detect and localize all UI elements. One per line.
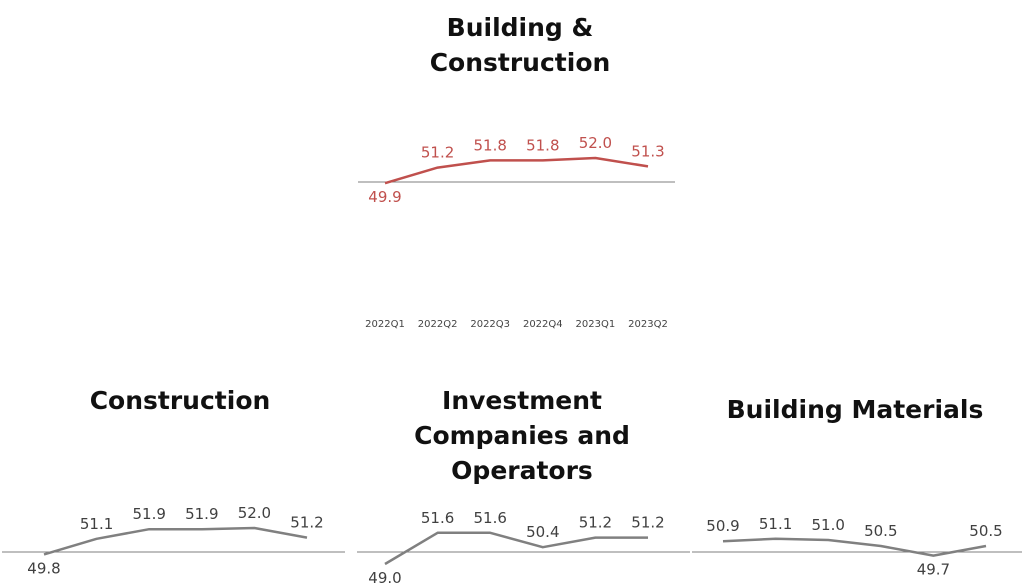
chart-title: Investment Companies and Operators — [414, 386, 630, 485]
chart-building-construction: Building & Construction 49.9 51.2 51.8 51.8… — [340, 0, 690, 340]
line-chart: 49.0 51.6 51.6 50.4 51.2 51.2 — [357, 509, 690, 587]
x-tick-label: 2023Q2 — [628, 319, 668, 330]
series-line — [722, 537, 987, 557]
line-chart: 49.8 51.1 51.9 51.9 52.0 51.2 — [2, 504, 345, 577]
data-label: 51.2 — [579, 514, 612, 532]
chart-construction: Construction 49.8 51.1 51.9 51.9 52.0 51.2 — [0, 370, 345, 587]
series-line — [43, 526, 308, 556]
chart-title: Building & Construction — [429, 13, 611, 77]
line-chart: 50.9 51.1 51.0 50.5 49.7 50.5 — [692, 515, 1022, 579]
x-tick-label: 2022Q2 — [418, 319, 458, 330]
data-label: 50.5 — [969, 522, 1002, 540]
data-label: 49.8 — [27, 559, 60, 577]
data-label: 51.3 — [631, 142, 664, 160]
x-tick-label: 2023Q1 — [576, 319, 616, 330]
data-label: 49.7 — [917, 561, 950, 579]
chart-title: Building Materials — [726, 395, 984, 424]
data-label: 51.1 — [759, 515, 792, 533]
x-tick-label: 2022Q4 — [523, 319, 563, 330]
data-label: 51.9 — [185, 505, 218, 523]
data-label: 52.0 — [238, 504, 271, 522]
data-label: 51.1 — [80, 515, 113, 533]
data-label: 50.5 — [864, 522, 897, 540]
x-tick-label: 2022Q3 — [470, 319, 510, 330]
chart-title: Construction — [89, 386, 271, 415]
data-label: 51.2 — [421, 144, 454, 162]
data-label: 51.2 — [631, 514, 664, 532]
data-label: 49.9 — [368, 188, 401, 206]
data-label: 49.0 — [368, 569, 401, 587]
data-label: 51.6 — [421, 509, 454, 527]
data-label: 51.0 — [811, 516, 844, 534]
data-label: 51.6 — [473, 509, 506, 527]
data-label: 51.8 — [473, 136, 506, 154]
data-label: 51.9 — [132, 505, 165, 523]
chart-building-materials: Building Materials 50.9 51.1 51.0 50.5 49.7 5… — [690, 370, 1024, 587]
data-label: 50.4 — [526, 523, 559, 541]
x-tick-label: 2022Q1 — [365, 319, 405, 330]
series-line — [384, 531, 648, 566]
data-label: 51.2 — [290, 514, 323, 532]
data-label: 51.8 — [526, 136, 559, 154]
series-line — [384, 156, 649, 185]
data-label: 52.0 — [579, 134, 612, 152]
chart-investment-companies: Investment Companies and Operators 49.0 5… — [345, 370, 690, 587]
data-label: 50.9 — [706, 517, 739, 535]
line-chart: 49.9 51.2 51.8 51.8 52.0 51.3 2022Q1 2022Q2 2022… — [358, 134, 675, 330]
